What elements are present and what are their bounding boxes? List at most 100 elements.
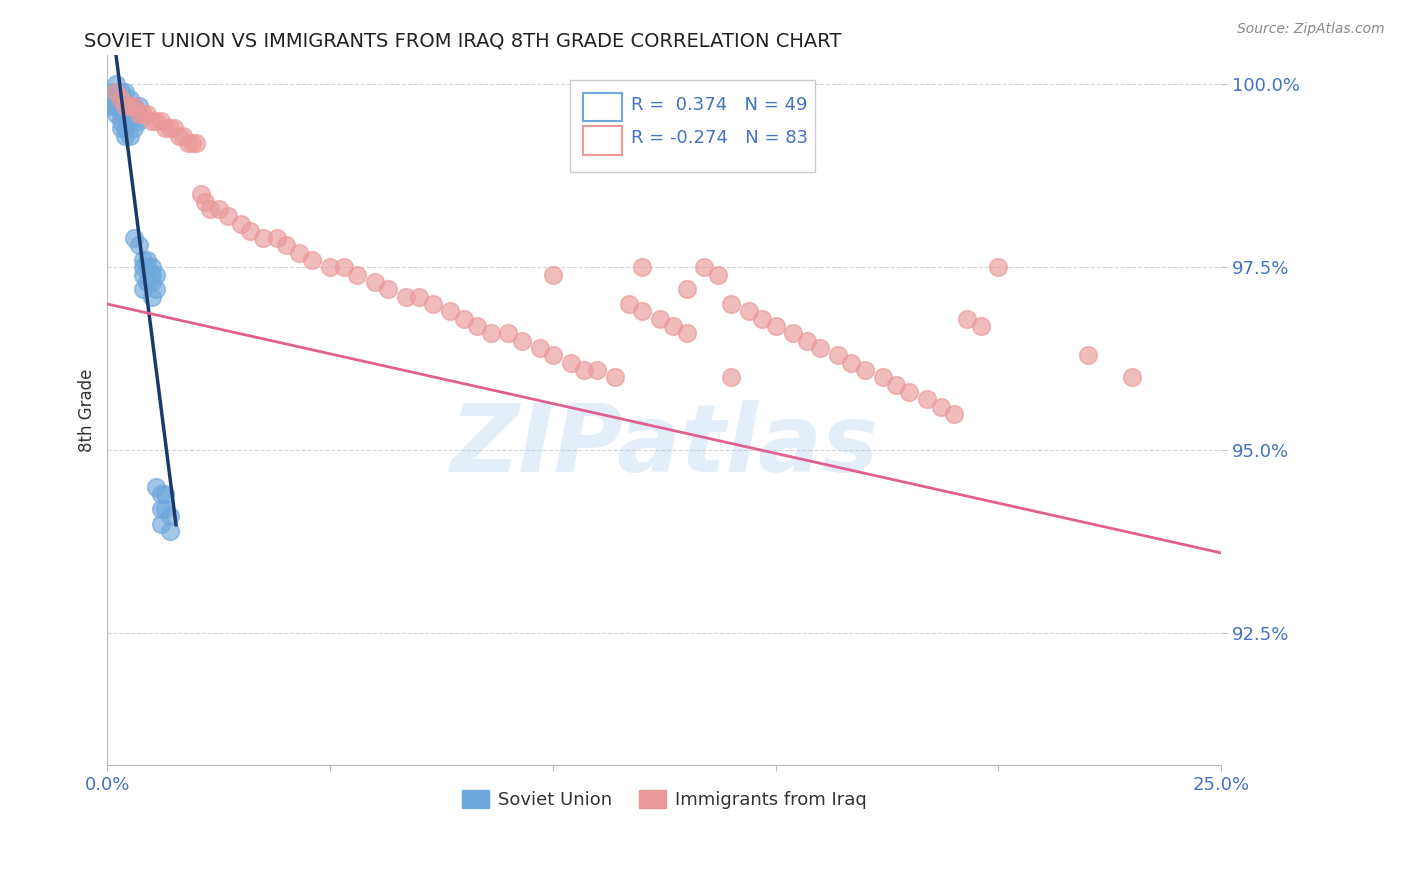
Point [122, 99, 145, 113]
Point [198, 202, 221, 216]
Point [136, 106, 159, 120]
Point [1121, 370, 1143, 384]
Point [453, 311, 475, 326]
Point [132, 253, 155, 268]
Point [145, 268, 167, 282]
Point [1076, 348, 1098, 362]
Point [105, 85, 128, 99]
Point [560, 355, 582, 369]
Point [181, 136, 204, 150]
Point [118, 106, 141, 120]
Point [675, 326, 697, 341]
Point [114, 121, 136, 136]
Point [617, 297, 640, 311]
Point [172, 128, 194, 143]
Point [605, 370, 627, 384]
Point [105, 85, 128, 99]
Point [149, 502, 172, 516]
Point [274, 238, 297, 252]
Point [149, 114, 172, 128]
Point [675, 282, 697, 296]
Point [155, 487, 177, 501]
Point [288, 245, 311, 260]
Point [105, 99, 128, 113]
Point [122, 121, 145, 136]
Text: Source: ZipAtlas.com: Source: ZipAtlas.com [1237, 22, 1385, 37]
Point [956, 311, 979, 326]
Point [841, 355, 863, 369]
Text: ZIPatlas: ZIPatlas [450, 400, 879, 491]
Point [720, 297, 742, 311]
Point [853, 363, 876, 377]
Point [541, 348, 564, 362]
Point [155, 502, 177, 516]
Point [110, 121, 132, 136]
Point [319, 260, 342, 275]
Point [122, 231, 145, 245]
Point [128, 238, 150, 252]
Point [346, 268, 368, 282]
Point [301, 253, 323, 268]
Point [114, 99, 136, 113]
Text: R =  0.374   N = 49: R = 0.374 N = 49 [631, 95, 807, 114]
Point [145, 114, 167, 128]
Point [141, 260, 163, 275]
Point [118, 114, 141, 128]
FancyBboxPatch shape [583, 126, 621, 154]
Point [510, 334, 533, 348]
Point [332, 260, 354, 275]
Point [155, 121, 177, 136]
Point [529, 341, 551, 355]
Point [363, 275, 385, 289]
Point [738, 304, 761, 318]
Point [141, 290, 163, 304]
Point [110, 114, 132, 128]
Point [122, 106, 145, 120]
Point [132, 260, 155, 275]
Point [942, 407, 965, 421]
Point [159, 509, 181, 524]
Point [439, 304, 461, 318]
Point [631, 304, 654, 318]
Point [145, 282, 167, 296]
Point [662, 318, 685, 333]
FancyBboxPatch shape [583, 93, 621, 121]
Point [114, 128, 136, 143]
Point [105, 78, 128, 92]
Point [631, 260, 654, 275]
Point [252, 231, 274, 245]
Point [648, 311, 671, 326]
Point [915, 392, 938, 407]
Point [898, 384, 921, 399]
Y-axis label: 8th Grade: 8th Grade [79, 368, 96, 452]
Point [141, 268, 163, 282]
Point [194, 194, 217, 209]
Point [217, 209, 239, 223]
Point [572, 363, 595, 377]
Point [765, 318, 787, 333]
Point [118, 92, 141, 106]
Point [808, 341, 831, 355]
Point [720, 370, 742, 384]
Point [208, 202, 231, 216]
Point [408, 290, 430, 304]
Point [186, 136, 208, 150]
Point [136, 275, 159, 289]
Point [163, 121, 186, 136]
Point [969, 318, 991, 333]
Point [377, 282, 399, 296]
Point [872, 370, 894, 384]
Text: SOVIET UNION VS IMMIGRANTS FROM IRAQ 8TH GRADE CORRELATION CHART: SOVIET UNION VS IMMIGRANTS FROM IRAQ 8TH… [84, 31, 842, 50]
Point [751, 311, 773, 326]
Point [110, 92, 132, 106]
Point [110, 92, 132, 106]
Point [110, 106, 132, 120]
Point [987, 260, 1010, 275]
Point [422, 297, 444, 311]
Point [105, 106, 128, 120]
Point [136, 253, 159, 268]
Point [122, 99, 145, 113]
Point [132, 282, 155, 296]
Point [167, 128, 190, 143]
Point [101, 92, 124, 106]
